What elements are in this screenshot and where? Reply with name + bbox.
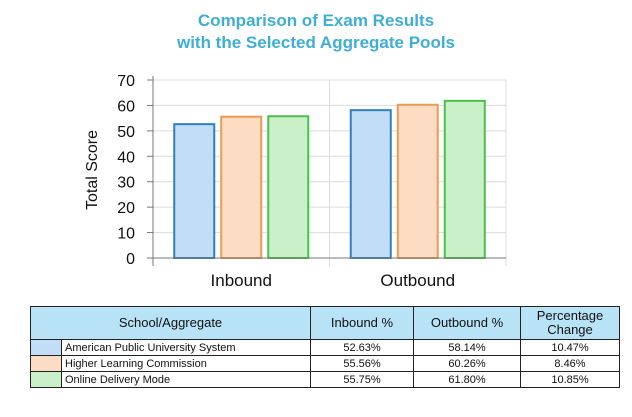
chart-labels: 0 10 20 30 40 50 60 70 Inbound Outbound <box>117 73 455 290</box>
change-cell: 8.46% <box>520 355 620 372</box>
bar <box>267 115 310 259</box>
bar <box>220 115 263 259</box>
y-tick-label: 70 <box>117 73 135 90</box>
school-name-cell: Online Delivery Mode <box>61 371 311 388</box>
bar-chart: 0 10 20 30 40 50 60 70 Inbound Outbound Total Sco… <box>84 73 507 290</box>
x-tick-label: Outbound <box>380 271 455 290</box>
inbound-cell: 55.56% <box>310 355 414 372</box>
outbound-cell: 58.14% <box>413 339 521 356</box>
y-axis-label: Total Score <box>84 130 101 210</box>
change-cell: 10.47% <box>520 339 620 356</box>
table-header-row: School/Aggregate Inbound % Outbound % Pe… <box>30 306 620 340</box>
y-tick-label: 30 <box>117 175 135 192</box>
school-name-cell: American Public University System <box>61 339 311 356</box>
bar <box>396 103 439 259</box>
table-row: Online Delivery Mode 55.75% 61.80% 10.85% <box>30 371 620 388</box>
table-row: American Public University System 52.63% 5… <box>30 339 620 356</box>
bar <box>349 109 392 260</box>
y-tick-label: 60 <box>117 98 135 115</box>
chart-axes <box>147 76 506 266</box>
chart-title: Comparison of Exam Results with the Sele… <box>0 10 632 54</box>
color-swatch <box>30 355 62 372</box>
chart-title-line-2: with the Selected Aggregate Pools <box>176 33 456 52</box>
bar <box>173 123 216 259</box>
y-tick-label: 50 <box>117 124 135 141</box>
y-tick-label: 10 <box>117 226 135 243</box>
results-table: School/Aggregate Inbound % Outbound % Pe… <box>30 306 620 388</box>
header-outbound: Outbound % <box>413 306 521 340</box>
bar <box>443 99 486 259</box>
chart-title-line-1: Comparison of Exam Results <box>197 11 435 30</box>
change-cell: 10.85% <box>520 371 620 388</box>
header-change: Percentage Change <box>520 306 620 340</box>
header-inbound: Inbound % <box>310 306 414 340</box>
outbound-cell: 60.26% <box>413 355 521 372</box>
x-tick-label: Inbound <box>211 271 272 290</box>
y-tick-label: 20 <box>117 200 135 217</box>
table-row: Higher Learning Commission 55.56% 60.26% 8.… <box>30 355 620 372</box>
color-swatch <box>30 371 62 388</box>
header-school: School/Aggregate <box>30 306 311 340</box>
inbound-cell: 55.75% <box>310 371 414 388</box>
y-tick-label: 40 <box>117 149 135 166</box>
outbound-cell: 61.80% <box>413 371 521 388</box>
chart-bars <box>173 99 486 260</box>
color-swatch <box>30 339 62 356</box>
inbound-cell: 52.63% <box>310 339 414 356</box>
school-name-cell: Higher Learning Commission <box>61 355 311 372</box>
y-tick-label: 0 <box>126 251 135 268</box>
